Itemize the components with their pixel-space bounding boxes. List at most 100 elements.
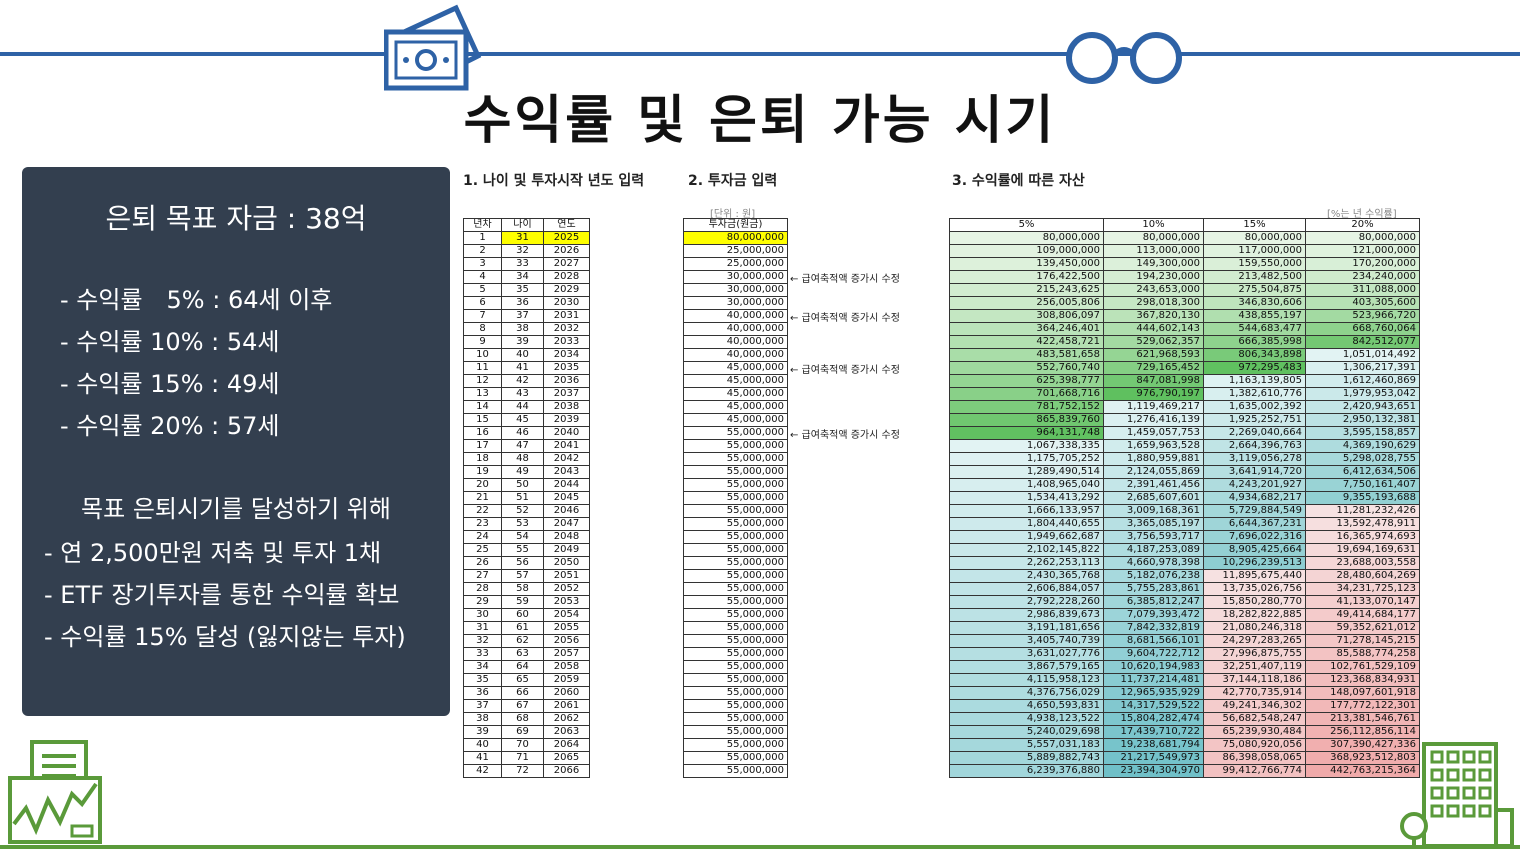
- asset-cell-5pct: 483,581,658: [949, 348, 1104, 362]
- table-row: 55,000,000: [683, 517, 788, 531]
- asset-cell-15pct: 27,996,875,755: [1203, 647, 1306, 661]
- asset-cell-5pct: 1,408,965,040: [949, 478, 1104, 492]
- table-row: 55,000,000: [683, 426, 788, 440]
- table-row: 701,668,716 976,790,197 1,382,610,776 1,979…: [949, 387, 1420, 401]
- age-cell: 32: [501, 244, 544, 258]
- asset-cell-20pct: 1,306,217,391: [1305, 361, 1420, 375]
- calendar-year-cell: 2026: [543, 244, 590, 258]
- asset-cell-20pct: 442,763,215,364: [1305, 764, 1420, 778]
- asset-cell-5pct: 109,000,000: [949, 244, 1104, 258]
- asset-cell-10pct: 12,965,935,929: [1103, 686, 1204, 700]
- asset-cell-10pct: 1,276,416,139: [1103, 413, 1204, 427]
- asset-cell-15pct: 117,000,000: [1203, 244, 1306, 258]
- asset-cell-10pct: 14,317,529,522: [1103, 699, 1204, 713]
- table-row: 483,581,658 621,968,593 806,343,898 1,051,0…: [949, 348, 1420, 362]
- table-row: 1,175,705,252 1,880,959,881 3,119,056,278 5…: [949, 452, 1420, 466]
- investment-cell: 55,000,000: [683, 764, 788, 778]
- asset-cell-5pct: 2,430,365,768: [949, 569, 1104, 583]
- year-index-cell: 30: [463, 608, 502, 622]
- asset-cell-5pct: 1,534,413,292: [949, 491, 1104, 505]
- asset-cell-10pct: 729,165,452: [1103, 361, 1204, 375]
- asset-cell-20pct: 71,278,145,215: [1305, 634, 1420, 648]
- table-row: 18 48 2042: [463, 452, 590, 466]
- year-index-cell: 15: [463, 413, 502, 427]
- asset-cell-5pct: 2,986,839,673: [949, 608, 1104, 622]
- table-row: 55,000,000: [683, 712, 788, 726]
- calendar-year-cell: 2031: [543, 309, 590, 323]
- table-row: 45,000,000: [683, 413, 788, 427]
- asset-cell-10pct: 621,968,593: [1103, 348, 1204, 362]
- age-cell: 53: [501, 517, 544, 531]
- table-row: 80,000,000 80,000,000 80,000,000 80,000,000: [949, 231, 1420, 245]
- investment-cell: 40,000,000: [683, 322, 788, 336]
- table-row: 39 69 2063: [463, 725, 590, 739]
- age-cell: 46: [501, 426, 544, 440]
- year-index-cell: 32: [463, 634, 502, 648]
- column-header: 나이: [501, 218, 544, 232]
- table-row: 55,000,000: [683, 699, 788, 713]
- asset-cell-10pct: 10,620,194,983: [1103, 660, 1204, 674]
- asset-cell-15pct: 544,683,477: [1203, 322, 1306, 336]
- table-row: 55,000,000: [683, 491, 788, 505]
- table-row: 28 58 2052: [463, 582, 590, 596]
- table-row: 5,240,029,698 17,439,710,722 65,239,930,48…: [949, 725, 1420, 739]
- calendar-year-cell: 2051: [543, 569, 590, 583]
- asset-cell-15pct: 56,682,548,247: [1203, 712, 1306, 726]
- investment-table: 투자금(원금) 80,000,000 25,000,000 25,000,000 30…: [683, 218, 788, 778]
- asset-cell-5pct: 5,240,029,698: [949, 725, 1104, 739]
- rate-line-10: - 수익률 10% : 54세: [60, 328, 280, 356]
- age-cell: 51: [501, 491, 544, 505]
- table-row: 3 33 2027: [463, 257, 590, 271]
- asset-cell-20pct: 34,231,725,123: [1305, 582, 1420, 596]
- assets-table: 5% 10% 15% 20% 80,000,000 80,000,000 80,00…: [949, 218, 1420, 778]
- column-header: 20%: [1305, 218, 1420, 232]
- table-row: 30,000,000: [683, 283, 788, 297]
- year-index-cell: 37: [463, 699, 502, 713]
- age-cell: 39: [501, 335, 544, 349]
- age-cell: 37: [501, 309, 544, 323]
- table-row: 55,000,000: [683, 556, 788, 570]
- asset-cell-15pct: 4,243,201,927: [1203, 478, 1306, 492]
- section-title-age: 1. 나이 및 투자시작 년도 입력: [463, 173, 645, 189]
- asset-cell-5pct: 3,191,181,656: [949, 621, 1104, 635]
- asset-cell-20pct: 311,088,000: [1305, 283, 1420, 297]
- table-row: 7 37 2031: [463, 309, 590, 323]
- table-row: 55,000,000: [683, 608, 788, 622]
- header-line: [0, 52, 1520, 56]
- year-index-cell: 39: [463, 725, 502, 739]
- table-row: 25,000,000: [683, 244, 788, 258]
- asset-cell-5pct: 4,376,756,029: [949, 686, 1104, 700]
- asset-cell-5pct: 3,631,027,776: [949, 647, 1104, 661]
- column-header: 연도: [543, 218, 590, 232]
- asset-cell-15pct: 213,482,500: [1203, 270, 1306, 284]
- year-index-cell: 34: [463, 660, 502, 674]
- year-index-cell: 9: [463, 335, 502, 349]
- age-cell: 35: [501, 283, 544, 297]
- asset-cell-10pct: 2,685,607,601: [1103, 491, 1204, 505]
- investment-cell: 45,000,000: [683, 413, 788, 427]
- asset-cell-10pct: 3,756,593,717: [1103, 530, 1204, 544]
- table-row: 29 59 2053: [463, 595, 590, 609]
- asset-cell-5pct: 2,792,228,260: [949, 595, 1104, 609]
- year-index-cell: 22: [463, 504, 502, 518]
- year-index-cell: 20: [463, 478, 502, 492]
- table-row: 13 43 2037: [463, 387, 590, 401]
- table-row: 55,000,000: [683, 725, 788, 739]
- asset-cell-5pct: 781,752,152: [949, 400, 1104, 414]
- asset-cell-20pct: 7,750,161,407: [1305, 478, 1420, 492]
- table-row: 19 49 2043: [463, 465, 590, 479]
- table-row: 40,000,000: [683, 335, 788, 349]
- investment-cell: 80,000,000: [683, 231, 788, 245]
- age-cell: 66: [501, 686, 544, 700]
- asset-cell-20pct: 41,133,070,147: [1305, 595, 1420, 609]
- glasses-icon: [1058, 32, 1188, 84]
- table-row: 5,889,882,743 21,217,549,973 86,398,058,06…: [949, 751, 1420, 765]
- asset-cell-15pct: 3,641,914,720: [1203, 465, 1306, 479]
- investment-cell: 55,000,000: [683, 751, 788, 765]
- age-cell: 50: [501, 478, 544, 492]
- calendar-year-cell: 2066: [543, 764, 590, 778]
- calendar-year-cell: 2035: [543, 361, 590, 375]
- table-row: 4,938,123,522 15,804,282,474 56,682,548,24…: [949, 712, 1420, 726]
- asset-cell-5pct: 308,806,097: [949, 309, 1104, 323]
- table-row: 109,000,000 113,000,000 117,000,000 121,000…: [949, 244, 1420, 258]
